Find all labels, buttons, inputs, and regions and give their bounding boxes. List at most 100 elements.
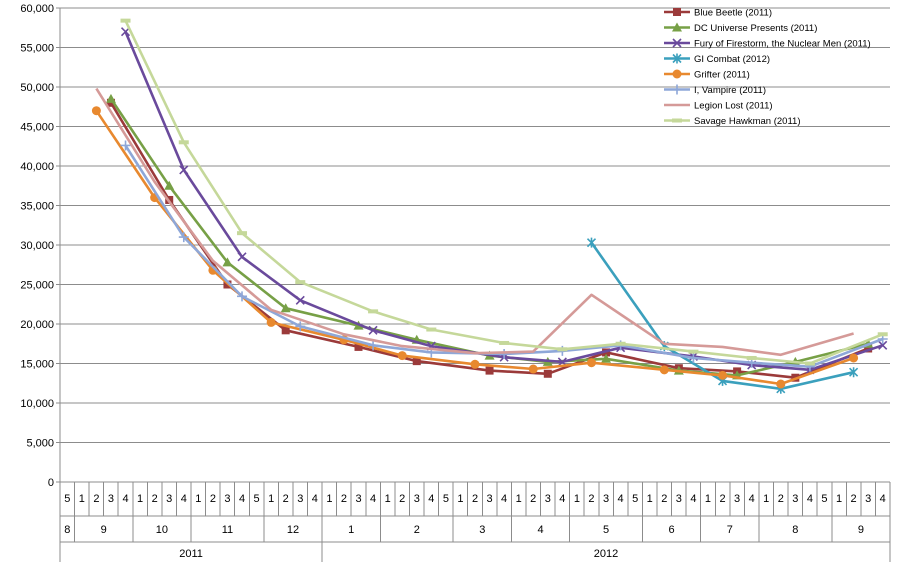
y-tick-label: 15,000 (20, 359, 54, 371)
x-month-label: 9 (858, 524, 864, 536)
data-point (120, 140, 131, 151)
x-month-label: 1 (348, 524, 354, 536)
x-month-label: 9 (101, 524, 107, 536)
series-line (109, 98, 869, 377)
data-point (877, 332, 888, 337)
x-week-label: 1 (79, 493, 85, 505)
x-week-label: 4 (312, 493, 318, 505)
legend-entry: Legion Lost (2011) (664, 101, 773, 112)
x-week-label: 4 (807, 493, 813, 505)
x-month-label: 8 (64, 524, 70, 536)
series-line (95, 109, 855, 386)
x-week-label: 1 (836, 493, 842, 505)
x-week-label: 3 (865, 493, 871, 505)
legend-swatch-marker (672, 118, 682, 123)
x-week-label: 2 (530, 493, 536, 505)
x-week-label: 3 (166, 493, 172, 505)
x-week-label: 4 (181, 493, 187, 505)
data-point (280, 303, 291, 313)
legend-entry: I, Vampire (2011) (664, 84, 766, 96)
data-point (485, 366, 494, 375)
y-tick-label: 0 (48, 477, 54, 489)
y-tick-label: 30,000 (20, 240, 54, 252)
data-point (849, 367, 859, 378)
x-week-label: 1 (326, 493, 332, 505)
y-tick-label: 60,000 (20, 3, 54, 15)
x-week-label: 1 (574, 493, 580, 505)
data-point (178, 140, 189, 145)
legend-label: Savage Hawkman (2011) (694, 116, 801, 127)
x-month-label: 2 (414, 524, 420, 536)
x-month-label: 5 (603, 524, 609, 536)
data-point (179, 165, 189, 175)
legend-swatch-marker (673, 8, 681, 16)
legend-label: DC Universe Presents (2011) (694, 23, 817, 34)
data-point (543, 369, 552, 378)
x-month-label: 4 (537, 524, 543, 536)
x-week-label: 3 (734, 493, 740, 505)
x-week-label: 2 (152, 493, 158, 505)
data-point (426, 327, 437, 332)
series-line (124, 20, 884, 365)
series-1 (105, 93, 874, 380)
legend: Blue Beetle (2011) DC Universe Presents (… (664, 8, 871, 127)
x-month-label: 10 (156, 524, 168, 536)
legend-label: GI Combat (2012) (694, 54, 770, 65)
data-point (222, 257, 233, 267)
x-week-label: 2 (341, 493, 347, 505)
x-week-label: 1 (457, 493, 463, 505)
axes (56, 7, 61, 483)
series-line (124, 144, 884, 368)
x-week-label: 3 (603, 493, 609, 505)
x-week-label: 4 (749, 493, 755, 505)
y-tick-label: 25,000 (20, 280, 54, 292)
data-point (718, 370, 728, 380)
x-week-label: 3 (545, 493, 551, 505)
data-point (528, 364, 538, 374)
x-week-label: 3 (486, 493, 492, 505)
x-week-label: 4 (501, 493, 507, 505)
data-point (470, 359, 480, 369)
data-point (368, 340, 379, 351)
series-4 (91, 106, 859, 389)
x-week-label: 4 (559, 493, 565, 505)
legend-swatch-marker (672, 22, 682, 32)
x-week-label: 3 (355, 493, 361, 505)
x-month-label: 11 (222, 524, 233, 536)
legend-label: Legion Lost (2011) (694, 101, 773, 112)
legend-entry: DC Universe Presents (2011) (664, 22, 817, 34)
x-week-label: 4 (239, 493, 245, 505)
x-week-label: 2 (719, 493, 725, 505)
data-point (266, 317, 276, 327)
y-tick-label: 45,000 (20, 122, 54, 134)
data-point (295, 280, 306, 285)
x-month-label: 7 (727, 524, 733, 536)
series-5 (120, 140, 888, 372)
legend-entry: Fury of Firestorm, the Nuclear Men (2011… (664, 38, 871, 50)
legend-swatch-marker (672, 53, 682, 64)
data-point (557, 347, 568, 352)
y-axis-tick-labels: 0 5,000 10,000 15,000 20,000 25,000 30,000 35,0… (20, 3, 54, 489)
legend-label: Grifter (2011) (694, 70, 750, 81)
x-year-label: 2012 (594, 548, 618, 560)
y-tick-label: 5,000 (26, 438, 54, 450)
x-week-label: 1 (763, 493, 769, 505)
series-line (109, 102, 869, 379)
x-week-label: 5 (64, 493, 70, 505)
data-point (659, 365, 669, 375)
x-week-label: 1 (137, 493, 143, 505)
legend-entry: GI Combat (2012) (664, 53, 770, 65)
data-point (412, 357, 421, 366)
legend-entry: Savage Hawkman (2011) (664, 116, 801, 127)
y-tick-label: 35,000 (20, 201, 54, 213)
x-month-label: 12 (287, 524, 299, 536)
data-point (164, 180, 175, 190)
x-week-label: 5 (821, 493, 827, 505)
legend-label: Fury of Firestorm, the Nuclear Men (2011… (694, 39, 871, 50)
legend-entry: Grifter (2011) (664, 69, 750, 81)
data-point (354, 342, 363, 351)
legend-swatch-marker (672, 69, 682, 79)
data-point (586, 358, 596, 368)
